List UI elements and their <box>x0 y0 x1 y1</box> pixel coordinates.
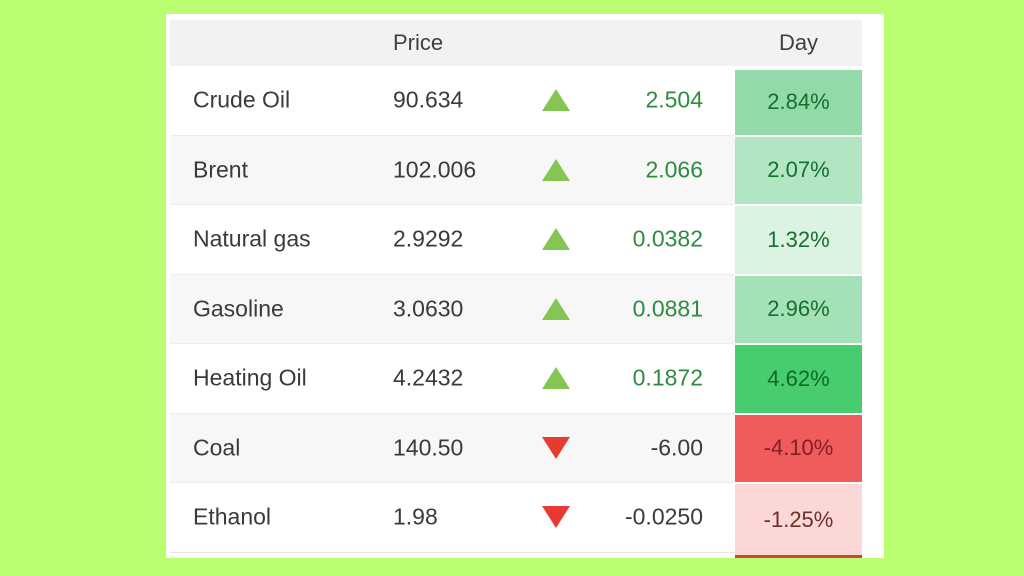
row-main-cells: Heating Oil 4.2432 0.1872 <box>170 344 735 414</box>
row-main-cells: Gasoline 3.0630 0.0881 <box>170 275 735 344</box>
arrow-down-icon <box>542 506 570 529</box>
arrow-up-icon <box>542 158 570 181</box>
row-main-cells: Natural gas 2.9292 0.0382 <box>170 205 735 275</box>
row-main-cells: Coal 140.50 -6.00 <box>170 414 735 483</box>
row-main-cells: Brent 102.006 2.066 <box>170 136 735 205</box>
commodity-change: 0.0382 <box>632 225 703 252</box>
day-percent-cell: 4.62% <box>735 345 862 413</box>
arrow-down-icon <box>542 436 570 459</box>
day-percent-cell: -1.25% <box>735 484 862 556</box>
next-row-day-cell-sliver <box>735 555 862 558</box>
commodity-price: 140.50 <box>393 434 464 461</box>
commodities-table: Price Day Crude Oil 90.634 2.504 2.84% B… <box>170 20 862 556</box>
commodity-name: Brent <box>193 156 248 183</box>
table-row[interactable]: Ethanol 1.98 -0.0250 -1.25% <box>170 483 862 556</box>
table-row[interactable]: Gasoline 3.0630 0.0881 2.96% <box>170 274 862 344</box>
commodity-name: Gasoline <box>193 295 284 322</box>
arrow-up-icon <box>542 297 570 320</box>
commodity-price: 1.98 <box>393 503 438 530</box>
commodity-price: 90.634 <box>393 86 464 113</box>
commodity-name: Ethanol <box>193 503 272 530</box>
arrow-up-icon <box>542 228 570 251</box>
day-percent-cell: 2.07% <box>735 136 862 204</box>
arrow-up-icon <box>542 89 570 112</box>
commodity-change: -0.0250 <box>624 503 703 530</box>
table-row[interactable]: Coal 140.50 -6.00 -4.10% <box>170 413 862 483</box>
commodity-name: Natural gas <box>193 225 311 252</box>
commodity-price: 102.006 <box>393 156 477 183</box>
arrow-up-icon <box>542 367 570 390</box>
day-percent-cell: 2.84% <box>735 70 862 135</box>
table-row[interactable]: Crude Oil 90.634 2.504 2.84% <box>170 66 862 136</box>
table-header-row: Price Day <box>170 20 862 66</box>
row-main-cells: Ethanol 1.98 -0.0250 <box>170 483 735 553</box>
day-column-header: Day <box>778 30 819 55</box>
commodity-change: 0.0881 <box>632 295 703 322</box>
table-row[interactable]: Heating Oil 4.2432 0.1872 4.62% <box>170 344 862 414</box>
commodity-change: -6.00 <box>650 434 703 461</box>
commodities-widget-panel: Price Day Crude Oil 90.634 2.504 2.84% B… <box>166 14 884 558</box>
commodity-change: 0.1872 <box>632 364 703 391</box>
commodity-name: Heating Oil <box>193 364 307 391</box>
table-row[interactable]: Brent 102.006 2.066 2.07% <box>170 135 862 205</box>
commodity-price: 3.0630 <box>393 295 464 322</box>
commodity-name: Coal <box>193 434 241 461</box>
day-percent-cell: 1.32% <box>735 206 862 274</box>
commodity-change: 2.066 <box>645 156 703 183</box>
commodity-price: 4.2432 <box>393 364 464 391</box>
row-main-cells: Crude Oil 90.634 2.504 <box>170 66 735 136</box>
commodity-change: 2.504 <box>645 86 703 113</box>
commodity-price: 2.9292 <box>393 225 464 252</box>
table-row[interactable]: Natural gas 2.9292 0.0382 1.32% <box>170 205 862 275</box>
day-percent-cell: -4.10% <box>735 414 862 482</box>
commodity-name: Crude Oil <box>193 86 291 113</box>
table-body: Crude Oil 90.634 2.504 2.84% Brent 102.0… <box>170 66 862 556</box>
price-column-header: Price <box>393 30 444 55</box>
day-percent-cell: 2.96% <box>735 275 862 343</box>
